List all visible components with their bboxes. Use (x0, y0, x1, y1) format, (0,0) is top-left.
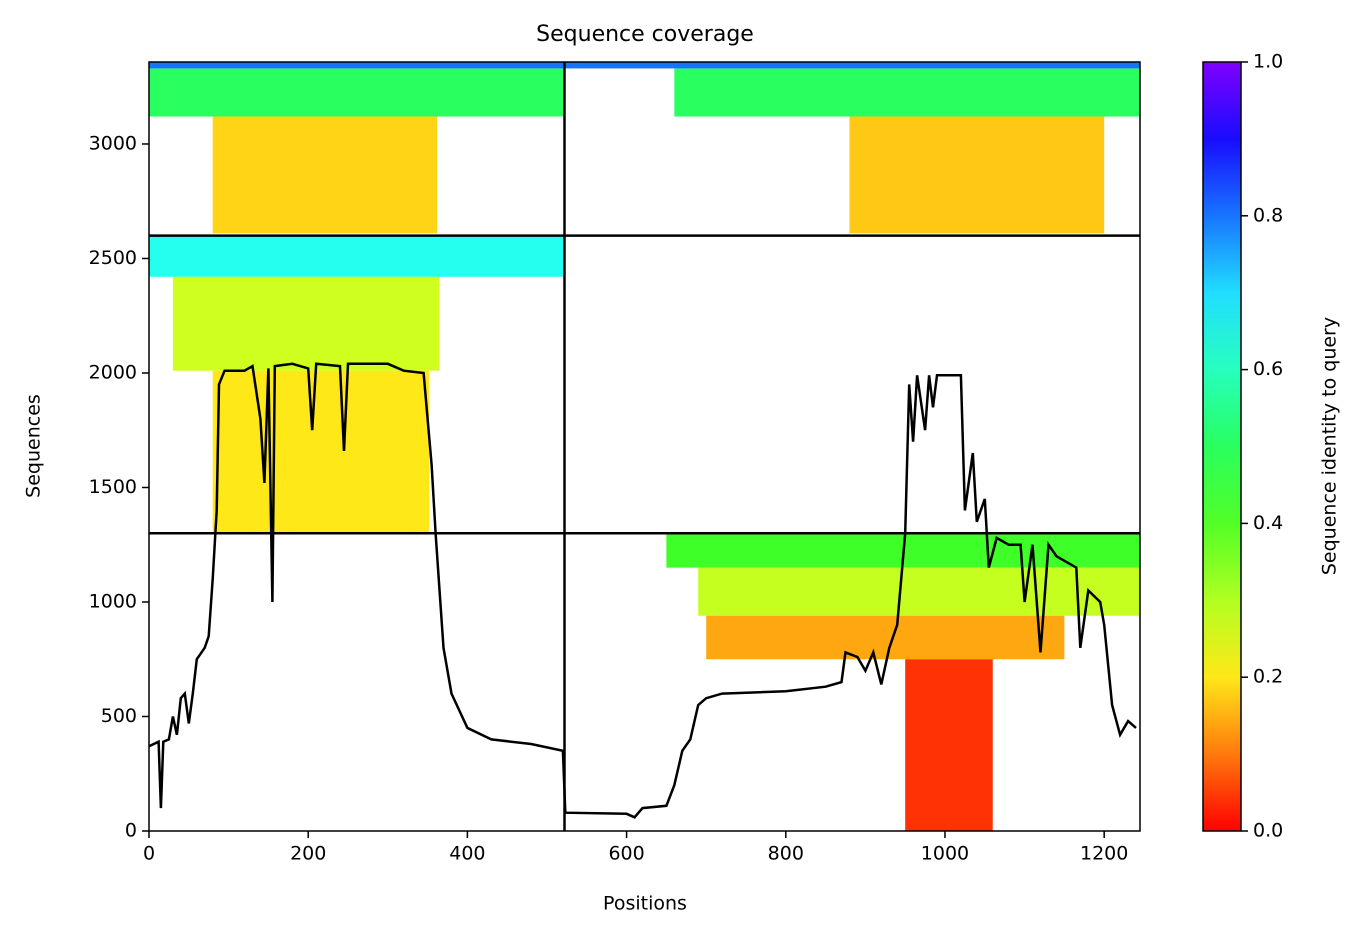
x-axis-label: Positions (603, 893, 687, 915)
y-tick-label: 2000 (89, 361, 137, 383)
coverage-block (564, 62, 1140, 69)
colorbar (1202, 61, 1242, 832)
coverage-block (149, 62, 565, 69)
y-tick-label: 1000 (89, 590, 137, 612)
plot-frame (148, 61, 1141, 832)
colorbar-tick-label: 0.6 (1253, 358, 1283, 380)
coverage-block (698, 567, 1140, 616)
colorbar-tick-label: 0.2 (1253, 666, 1283, 688)
x-tick-label: 1200 (1080, 843, 1128, 865)
y-tick-label: 1500 (89, 476, 137, 498)
coverage-block (674, 68, 1140, 117)
coverage-block (905, 659, 993, 831)
y-axis-label: Sequences (23, 394, 45, 498)
colorbar-label: Sequence identity to query (1319, 317, 1341, 575)
coverage-block (212, 370, 430, 534)
coverage-block (172, 276, 440, 371)
x-tick-label: 200 (290, 843, 326, 865)
coverage-line (148, 362, 1137, 819)
x-tick-label: 800 (768, 843, 804, 865)
coverage-block (849, 116, 1105, 234)
y-tick-label: 3000 (89, 132, 137, 154)
y-tick-label: 500 (101, 705, 137, 727)
coverage-block (212, 116, 438, 234)
coverage-block (706, 615, 1065, 660)
x-tick-label: 600 (608, 843, 644, 865)
colorbar-tick-label: 0.0 (1253, 820, 1283, 842)
chart-title: Sequence coverage (536, 22, 754, 47)
x-tick-label: 0 (143, 843, 155, 865)
y-tick-label: 0 (125, 820, 137, 842)
coverage-block (149, 235, 565, 277)
x-tick-label: 400 (449, 843, 485, 865)
x-tick-label: 1000 (921, 843, 969, 865)
coverage-block (149, 68, 565, 117)
y-tick-label: 2500 (89, 247, 137, 269)
colorbar-tick-label: 0.4 (1253, 512, 1283, 534)
colorbar-tick-label: 1.0 (1253, 51, 1283, 73)
colorbar-tick-label: 0.8 (1253, 204, 1283, 226)
